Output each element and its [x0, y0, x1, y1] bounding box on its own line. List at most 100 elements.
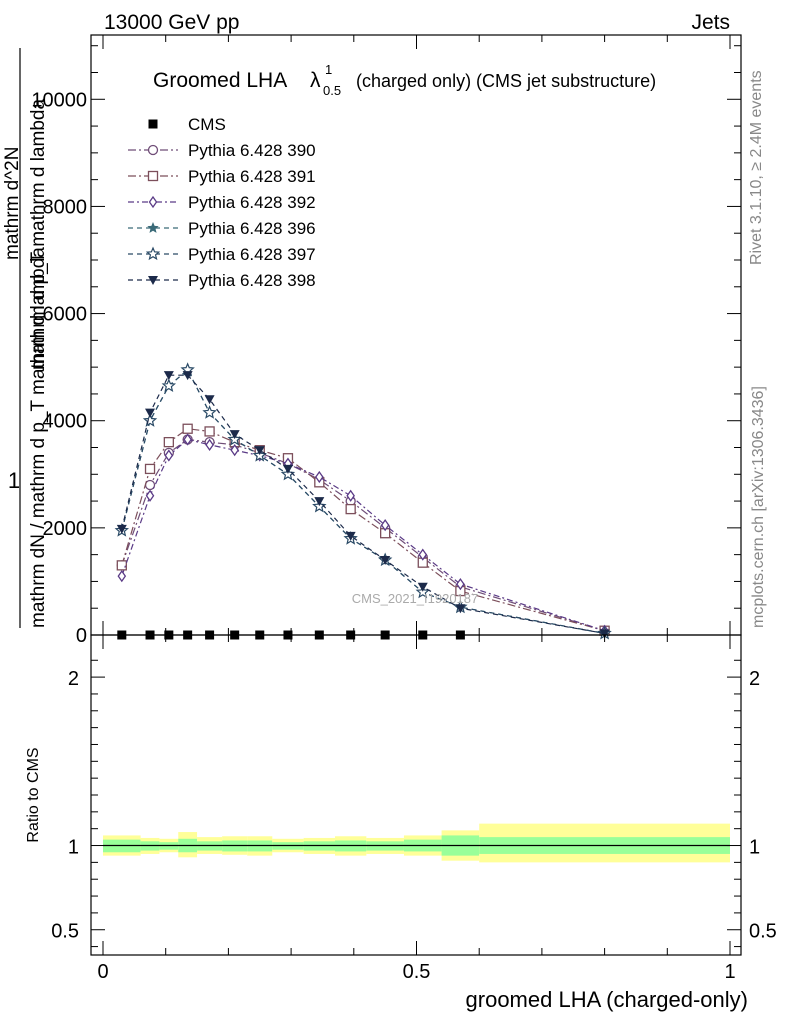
main-panel: 0 2000 4000 6000 8000 10000 Groomed LHA λ 1 0…	[2, 34, 742, 647]
data-point	[455, 604, 466, 614]
main-ytick-label: 0	[76, 625, 87, 647]
data-point	[254, 446, 265, 456]
series-line	[121, 438, 605, 632]
data-point	[116, 560, 127, 571]
legend-marker	[147, 222, 159, 233]
ratio-panel: 0.5 0.5 1 1 2 2 0 0.5 1 Ratio to CMS groomed LHA…	[25, 634, 777, 1012]
data-point	[163, 436, 174, 448]
ratio-ytick-label-right: 2	[749, 668, 760, 690]
legend-marker	[148, 276, 158, 285]
ratio-ytick-label: 2	[68, 668, 79, 690]
data-point	[417, 582, 428, 592]
data-point	[314, 497, 325, 507]
main-ytick-label: 10000	[31, 89, 87, 111]
data-point	[282, 464, 293, 474]
header-left: 13000 GeV pp	[104, 11, 239, 34]
legend-entry: Pythia 6.428 396	[128, 219, 316, 238]
ratio-ylabel: Ratio to CMS	[25, 747, 42, 842]
ratio-ticks: 0.5 0.5 1 1 2 2 0 0.5 1	[51, 635, 777, 983]
legend-label: Pythia 6.428 390	[188, 141, 316, 160]
data-point	[599, 629, 610, 639]
ratio-ytick-label: 0.5	[51, 921, 79, 943]
legend-label: CMS	[188, 115, 226, 134]
series-line	[121, 368, 605, 634]
series-line	[121, 428, 605, 632]
rivet-label: Rivet 3.1.10, ≥ 2.4M events	[748, 70, 765, 265]
legend-marker	[147, 144, 159, 156]
main-title: Groomed LHA	[153, 69, 287, 92]
legend-label: Pythia 6.428 392	[188, 193, 316, 212]
title-rest: (charged only) (CMS jet substructure)	[356, 71, 656, 91]
data-point	[183, 433, 192, 446]
data-point	[346, 489, 355, 502]
data-point	[380, 556, 391, 565]
title-sub: 0.5	[323, 83, 341, 98]
main-ytick-label: 4000	[43, 411, 88, 433]
x-axis-label: groomed LHA (charged-only)	[466, 987, 748, 1012]
legend-label: Pythia 6.428 398	[188, 271, 316, 290]
title-sup: 1	[325, 62, 332, 77]
analysis-watermark: CMS_2021_I1920187	[352, 591, 479, 606]
title-main: Groomed LHA	[153, 69, 287, 92]
data-point	[117, 569, 127, 583]
data-point	[163, 371, 174, 381]
legend-label: Pythia 6.428 391	[188, 167, 316, 186]
legend-entry: Pythia 6.428 390	[128, 141, 316, 160]
mcplots-label: mcplots.cern.ch [arXiv:1306.3436]	[750, 386, 767, 628]
data-point	[182, 371, 193, 381]
legend-marker	[148, 119, 158, 129]
data-point	[202, 405, 217, 419]
xtick-label: 0	[97, 961, 108, 983]
ylabel-dpt: mathrm d p_T mathrm d lambda	[28, 99, 49, 370]
legend-marker	[145, 246, 161, 261]
data-point	[345, 531, 356, 541]
legend-marker	[148, 195, 158, 209]
ratio-bands	[103, 823, 730, 863]
ylabel-denominator: mathrm dN / mathrm d p_T mathrm d lambda	[28, 247, 49, 628]
data-point	[345, 503, 356, 515]
series-line	[121, 374, 605, 634]
data-point	[315, 470, 324, 484]
xtick-label: 0.5	[403, 961, 431, 983]
ylabel-one: 1	[8, 468, 20, 493]
data-point	[204, 395, 215, 405]
legend-entry: Pythia 6.428 397	[128, 245, 316, 264]
data-point	[116, 524, 127, 534]
main-ytick-label: 2000	[43, 518, 88, 540]
ratio-ytick-label-right: 0.5	[749, 921, 777, 943]
ratio-ytick-label-right: 1	[749, 837, 760, 859]
data-point	[418, 548, 428, 561]
legend-marker	[147, 170, 159, 182]
legend: CMS Pythia 6.428 390 Pythia 6.428 391 Pythi…	[128, 115, 316, 290]
data-point	[161, 378, 177, 393]
data-point	[205, 438, 214, 451]
data-point	[144, 463, 156, 475]
series-6	[116, 371, 610, 639]
legend-entry: Pythia 6.428 392	[128, 193, 316, 212]
data-point	[204, 426, 215, 437]
data-point	[456, 577, 465, 591]
data-point	[164, 449, 174, 462]
ratio-frame	[90, 634, 742, 956]
title-lambda: λ	[310, 69, 321, 92]
main-ytick-label: 8000	[43, 196, 88, 218]
legend-entry: Pythia 6.428 398	[128, 271, 316, 290]
data-point	[182, 423, 193, 434]
data-point	[145, 408, 156, 418]
data-point	[145, 489, 155, 502]
data-point	[380, 519, 390, 532]
ylabel-d2n: mathrm d^2N	[2, 147, 23, 260]
legend-label: Pythia 6.428 396	[188, 219, 316, 238]
data-point	[229, 430, 240, 440]
main-ytick-label: 6000	[43, 304, 88, 326]
ratio-ytick-label: 1	[68, 837, 79, 859]
legend-entry: Pythia 6.428 391	[128, 167, 316, 186]
xtick-label: 1	[724, 961, 735, 983]
header-right: Jets	[691, 11, 730, 34]
legend-label: Pythia 6.428 397	[188, 245, 316, 264]
main-y-ticks: 0 2000 4000 6000 8000 10000	[31, 45, 741, 647]
series-line	[121, 438, 605, 632]
legend-entry: CMS	[148, 115, 226, 134]
data-point	[230, 444, 239, 457]
